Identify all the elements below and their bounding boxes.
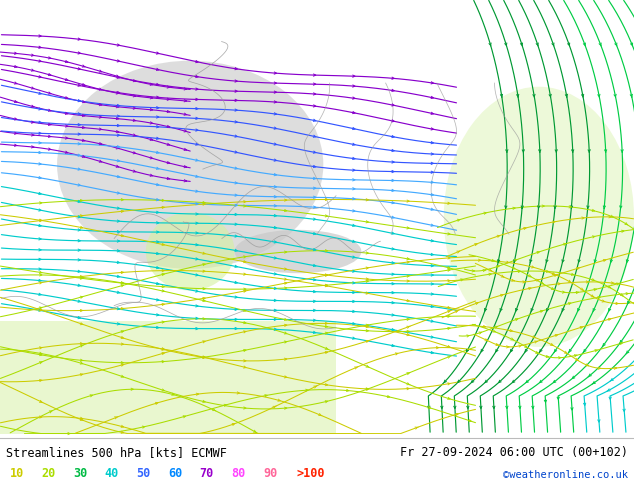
Text: ©weatheronline.co.uk: ©weatheronline.co.uk [503,470,628,480]
Text: 20: 20 [41,467,55,480]
Text: 70: 70 [200,467,214,480]
Text: 30: 30 [73,467,87,480]
Ellipse shape [146,213,235,291]
Text: 10: 10 [10,467,23,480]
Text: Fr 27-09-2024 06:00 UTC (00+102): Fr 27-09-2024 06:00 UTC (00+102) [399,446,628,459]
Ellipse shape [57,61,323,269]
Text: 60: 60 [168,467,182,480]
Ellipse shape [444,87,634,347]
Ellipse shape [235,230,361,273]
Text: >100: >100 [297,467,325,480]
Text: 90: 90 [263,467,277,480]
Text: Streamlines 500 hPa [kts] ECMWF: Streamlines 500 hPa [kts] ECMWF [6,446,227,459]
Text: 50: 50 [136,467,150,480]
Text: 40: 40 [105,467,119,480]
Text: 80: 80 [231,467,245,480]
Bar [0,321,336,442]
